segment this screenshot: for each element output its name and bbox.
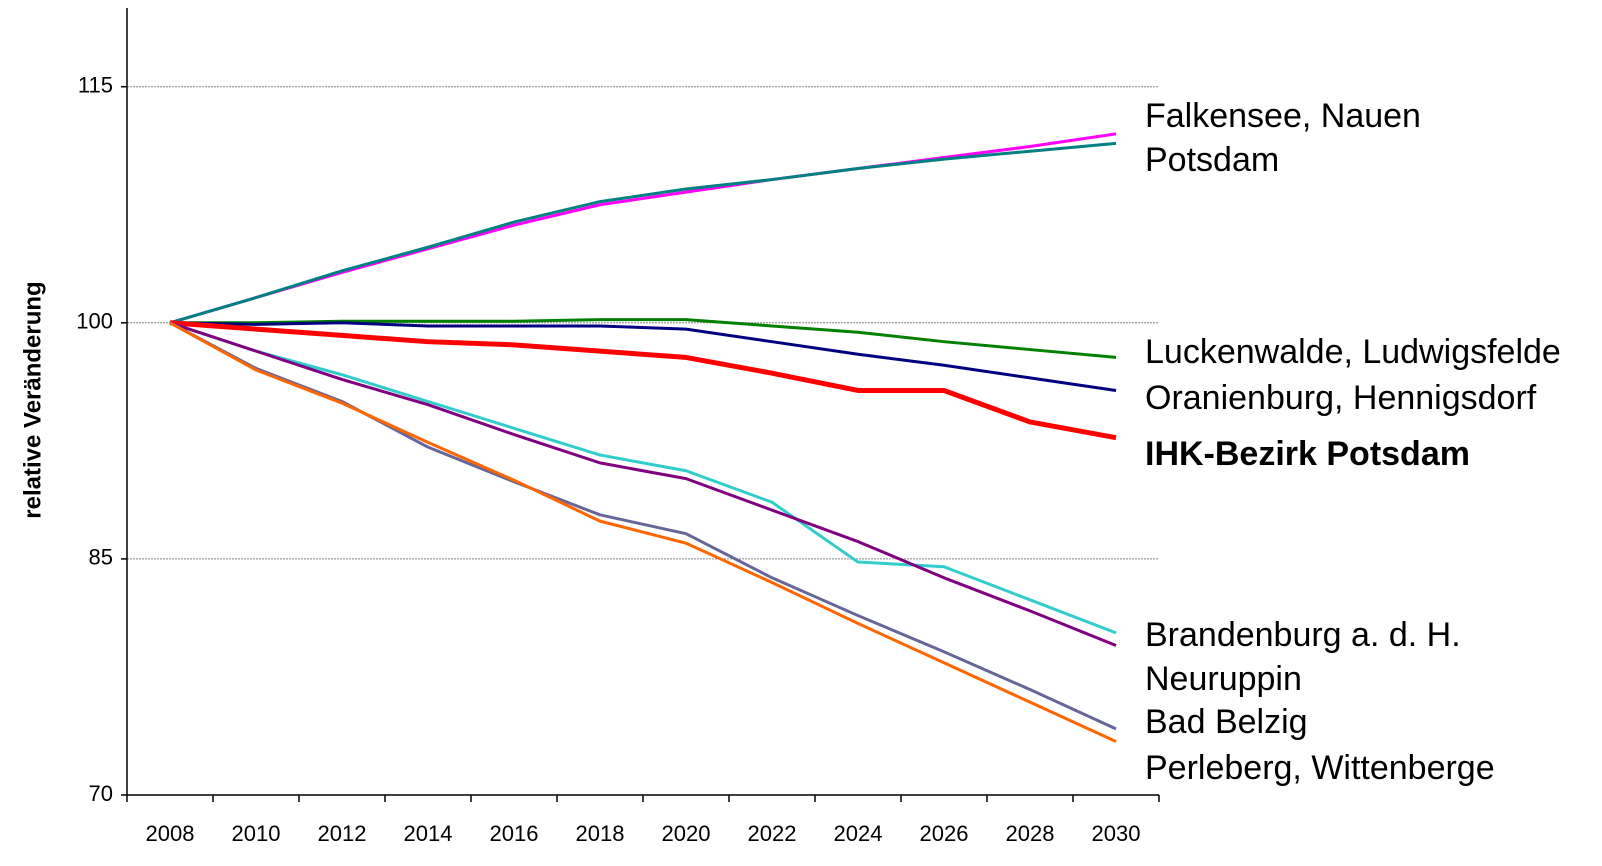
series-line [169, 320, 1117, 441]
x-tick-label: 2014 [404, 821, 453, 846]
series-label: Luckenwalde, Ludwigsfelde [1145, 333, 1561, 371]
x-tick-label: 2016 [490, 821, 539, 846]
series-label: Bad Belzig [1145, 703, 1308, 741]
series-line [169, 141, 1117, 325]
series-label: Falkensee, Nauen [1145, 97, 1421, 135]
x-tick-label: 2012 [318, 821, 367, 846]
y-tick-label: 100 [76, 309, 113, 334]
series-line [169, 321, 1117, 743]
x-tick-label: 2008 [146, 821, 195, 846]
series-label: Brandenburg a. d. H. [1145, 616, 1461, 654]
series-line [170, 318, 1117, 359]
x-tick-label: 2028 [1006, 821, 1055, 846]
x-tick-label: 2030 [1092, 821, 1141, 846]
series-label: Potsdam [1145, 141, 1279, 179]
series-line [169, 132, 1117, 325]
series-line [169, 321, 1117, 635]
series-label: IHK-Bezirk Potsdam [1145, 435, 1470, 473]
series-label: Perleberg, Wittenberge [1145, 749, 1495, 787]
x-tick-label: 2020 [662, 821, 711, 846]
series-line [169, 321, 1117, 392]
x-tick-label: 2026 [920, 821, 969, 846]
y-axis-label: relative Veränderung [19, 281, 46, 518]
series-line [169, 321, 1117, 647]
y-tick-label: 115 [78, 73, 113, 98]
x-tick-label: 2024 [834, 821, 883, 846]
series-label: Oranienburg, Hennigsdorf [1145, 379, 1537, 417]
x-tick-label: 2018 [576, 821, 625, 846]
x-tick-label: 2010 [232, 821, 281, 846]
y-tick-label: 70 [89, 781, 113, 806]
y-tick-label: 85 [89, 545, 113, 570]
x-tick-label: 2022 [748, 821, 797, 846]
series-line [169, 321, 1117, 731]
series-label: Neuruppin [1145, 660, 1302, 698]
